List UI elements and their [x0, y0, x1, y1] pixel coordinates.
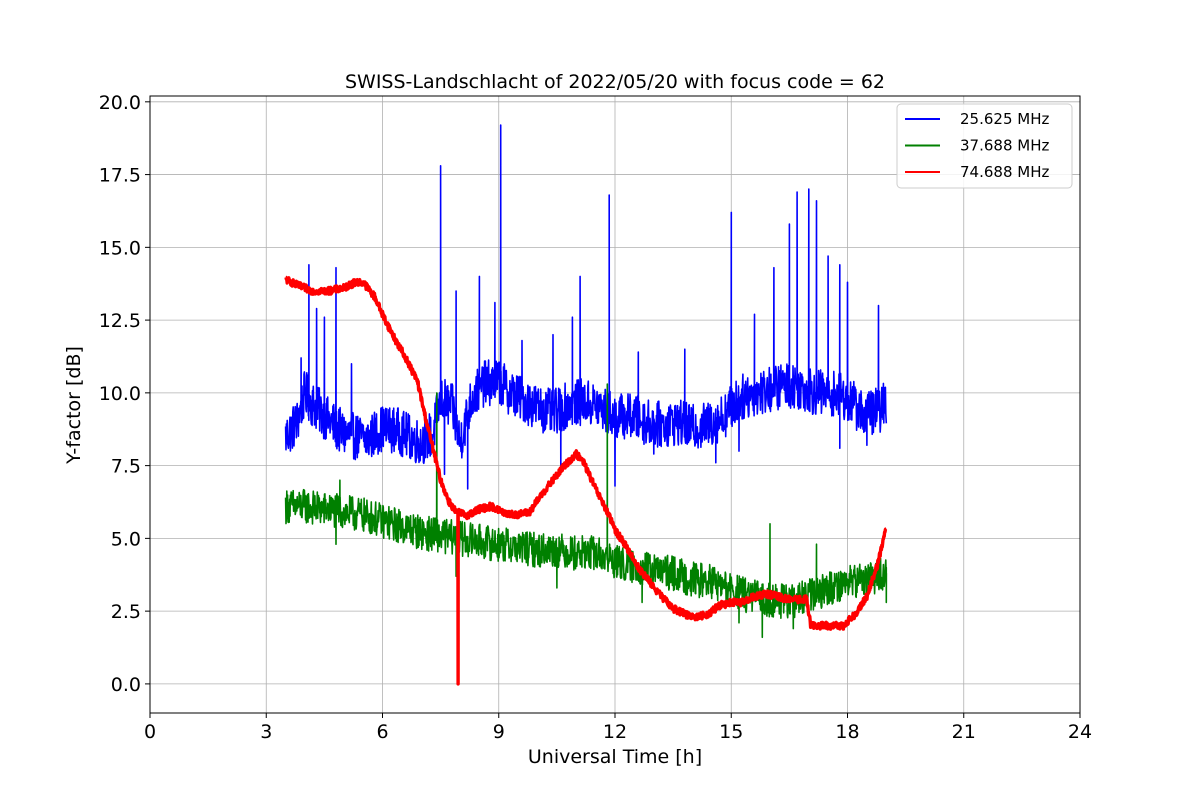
- y-axis-ticks: 0.0 2.5 5.0 7.5 10.0 12.5 15.0 17.5 20.0: [99, 92, 150, 696]
- y-tick-label: 12.5: [99, 310, 141, 332]
- x-tick-label: 3: [260, 721, 272, 743]
- y-tick-label: 5.0: [111, 528, 141, 550]
- x-tick-label: 9: [493, 721, 505, 743]
- y-tick-label: 17.5: [99, 165, 141, 187]
- x-tick-label: 0: [144, 721, 156, 743]
- legend-box: [896, 103, 1073, 189]
- x-tick-label: 24: [1068, 721, 1092, 743]
- x-tick-label: 6: [376, 721, 388, 743]
- y-tick-label: 7.5: [111, 456, 141, 478]
- legend-label-3: 74.688 MHz: [960, 163, 1049, 181]
- y-tick-label: 2.5: [111, 601, 141, 623]
- chart-title: SWISS-Landschlacht of 2022/05/20 with fo…: [345, 71, 885, 93]
- y-axis-title: Y-factor [dB]: [63, 346, 85, 465]
- legend-label-2: 37.688 MHz: [960, 137, 1049, 155]
- x-tick-label: 15: [719, 721, 743, 743]
- y-tick-label: 20.0: [99, 92, 141, 114]
- x-tick-label: 12: [603, 721, 627, 743]
- y-tick-label: 0.0: [111, 674, 141, 696]
- y-tick-label: 10.0: [99, 383, 141, 405]
- plot-series: [284, 124, 888, 686]
- legend: 25.625 MHz 37.688 MHz 74.688 MHz: [896, 103, 1073, 189]
- series-line-2: [284, 383, 888, 639]
- x-tick-label: 18: [835, 721, 859, 743]
- x-axis-title: Universal Time [h]: [528, 746, 702, 768]
- series-line-1: [284, 124, 888, 490]
- x-axis-ticks: 0 3 6 9 12 15 18 21 24: [144, 713, 1092, 743]
- series-line-3: [284, 275, 888, 686]
- y-tick-label: 15.0: [99, 237, 141, 259]
- legend-label-1: 25.625 MHz: [960, 110, 1049, 128]
- x-tick-label: 21: [952, 721, 976, 743]
